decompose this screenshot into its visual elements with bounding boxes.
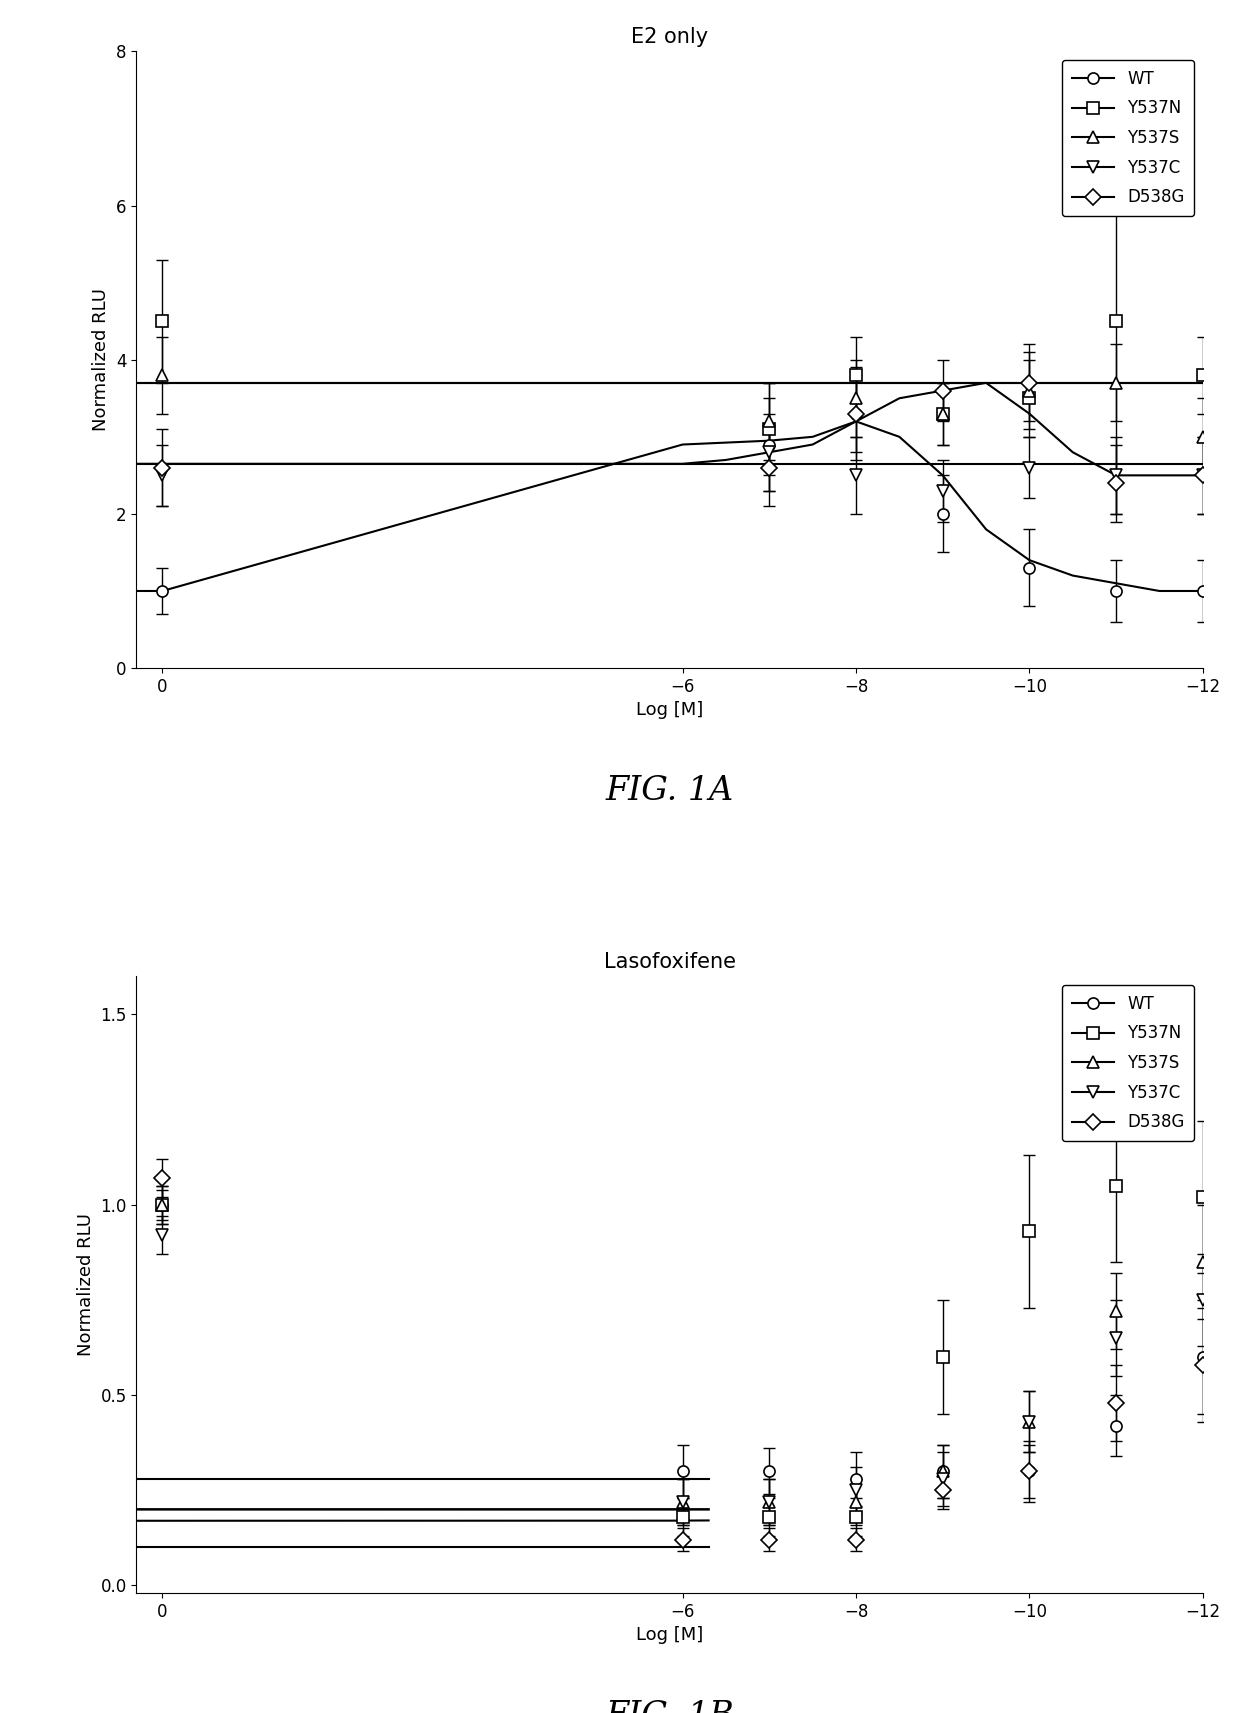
WT [1109, 1415, 1123, 1435]
Y537S [1022, 1412, 1037, 1432]
Line: D538G: D538G [156, 377, 1240, 488]
Y537N [1195, 365, 1210, 385]
WT [1022, 1461, 1037, 1482]
WT [1195, 581, 1210, 601]
D538G [1022, 373, 1037, 394]
Line: Y537C: Y537C [156, 447, 1240, 497]
WT [155, 1194, 170, 1215]
Y537S [1109, 1302, 1123, 1322]
D538G [1022, 1461, 1037, 1482]
Line: D538G: D538G [156, 1173, 1208, 1545]
Y537C [761, 442, 776, 463]
D538G [1109, 473, 1123, 493]
Y537N [155, 1194, 170, 1215]
Y537N [761, 1507, 776, 1528]
Line: Y537S: Y537S [156, 370, 1240, 442]
Y-axis label: Normalized RLU: Normalized RLU [93, 288, 110, 432]
Title: Lasofoxifene: Lasofoxifene [604, 952, 735, 971]
Y537S [155, 365, 170, 385]
Title: E2 only: E2 only [631, 27, 708, 46]
Line: Y537N: Y537N [156, 315, 1240, 435]
Y537C [1109, 466, 1123, 486]
Y537C [848, 466, 863, 486]
Y537N [935, 1346, 950, 1367]
Y537S [1022, 380, 1037, 401]
Y537N [935, 403, 950, 423]
D538G [1109, 1393, 1123, 1413]
WT [848, 1468, 863, 1489]
Y537N [1022, 1221, 1037, 1242]
Text: FIG. 1B: FIG. 1B [605, 1701, 734, 1713]
Y537S [935, 403, 950, 423]
X-axis label: Log [M]: Log [M] [636, 701, 703, 719]
D538G [935, 380, 950, 401]
Y537S [761, 1492, 776, 1513]
Y537N [1022, 389, 1037, 409]
Y537C [1109, 1328, 1123, 1348]
Y537C [935, 480, 950, 500]
WT [1022, 558, 1037, 579]
Y537C [155, 1225, 170, 1245]
D538G [848, 1530, 863, 1550]
Y537C [935, 1468, 950, 1489]
WT [155, 581, 170, 601]
Y537S [1195, 1252, 1210, 1273]
Y-axis label: Normalized RLU: Normalized RLU [77, 1213, 94, 1357]
D538G [761, 457, 776, 478]
Legend: WT, Y537N, Y537S, Y537C, D538G: WT, Y537N, Y537S, Y537C, D538G [1063, 60, 1194, 216]
Y537N [675, 1507, 689, 1528]
Y537N [1195, 1187, 1210, 1208]
D538G [1195, 1355, 1210, 1376]
Line: Y537N: Y537N [156, 1180, 1208, 1523]
Line: WT: WT [156, 1199, 1208, 1485]
Line: Y537S: Y537S [156, 1199, 1208, 1507]
Line: WT: WT [156, 408, 1240, 596]
Y537N [1109, 312, 1123, 332]
WT [935, 1461, 950, 1482]
Y537C [675, 1492, 689, 1513]
Y537C [1022, 1412, 1037, 1432]
D538G [675, 1530, 689, 1550]
Y537C [848, 1480, 863, 1501]
WT [1195, 1346, 1210, 1367]
WT [675, 1461, 689, 1482]
Y537N [1109, 1175, 1123, 1196]
Y537S [155, 1194, 170, 1215]
D538G [155, 457, 170, 478]
Y537C [1195, 466, 1210, 486]
Y537C [1195, 1290, 1210, 1310]
WT [848, 403, 863, 423]
X-axis label: Log [M]: Log [M] [636, 1626, 703, 1644]
Y537C [761, 1492, 776, 1513]
Y537N [155, 312, 170, 332]
Y537S [848, 1492, 863, 1513]
Y537C [155, 466, 170, 486]
D538G [935, 1480, 950, 1501]
D538G [848, 403, 863, 423]
WT [935, 504, 950, 524]
Y537N [761, 418, 776, 439]
Line: Y537C: Y537C [156, 1230, 1208, 1507]
Y537N [848, 1507, 863, 1528]
D538G [1195, 466, 1210, 486]
Y537S [848, 389, 863, 409]
Y537S [761, 411, 776, 432]
Y537S [675, 1492, 689, 1513]
Y537N [848, 365, 863, 385]
D538G [761, 1530, 776, 1550]
Legend: WT, Y537N, Y537S, Y537C, D538G: WT, Y537N, Y537S, Y537C, D538G [1063, 985, 1194, 1141]
WT [761, 433, 776, 454]
D538G [155, 1168, 170, 1189]
Y537C [1022, 457, 1037, 478]
WT [1109, 581, 1123, 601]
Y537S [1195, 427, 1210, 447]
Y537S [935, 1461, 950, 1482]
Y537S [1109, 373, 1123, 394]
Text: FIG. 1A: FIG. 1A [605, 776, 734, 807]
WT [761, 1461, 776, 1482]
